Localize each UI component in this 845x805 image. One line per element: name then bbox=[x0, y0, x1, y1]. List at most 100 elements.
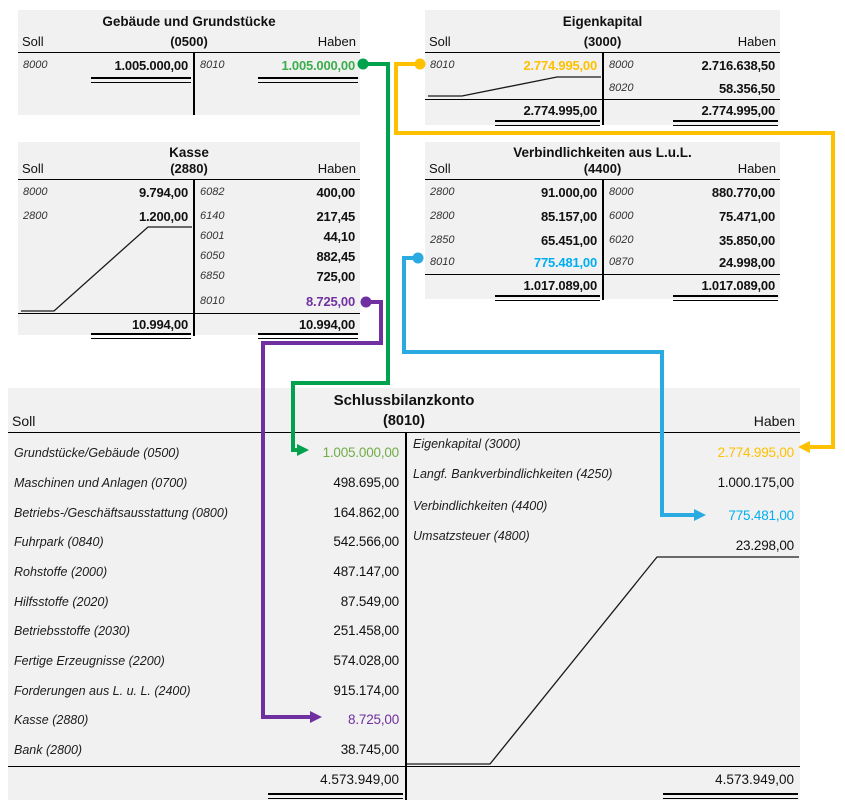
haben-side: 8000 2.716.638,50 8020 58.356,50 2.774.9… bbox=[604, 53, 780, 126]
total-amount: 1.017.089,00 bbox=[701, 278, 775, 293]
taccount-kasse: Kasse Soll (2880) Haben 8000 9.794,00 28… bbox=[18, 142, 360, 339]
haben-side: 8000 880.770,00 6000 75.471,00 6020 35.8… bbox=[604, 180, 780, 301]
amount: 882,45 bbox=[316, 249, 355, 264]
total-line bbox=[425, 274, 602, 275]
account-body: 2800 91.000,00 2800 85.157,00 2850 65.45… bbox=[425, 180, 780, 301]
amount: 217,45 bbox=[316, 209, 355, 224]
total-row: 10.994,00 bbox=[195, 316, 360, 334]
amount: 35.850,00 bbox=[718, 233, 775, 248]
table-row: Betriebs-/Geschäftsausstattung (0800) 16… bbox=[8, 504, 405, 524]
posting-code: 8000 bbox=[609, 186, 634, 198]
table-row: 6050 882,45 bbox=[195, 248, 360, 266]
table-row: 0870 24.998,00 bbox=[604, 254, 780, 272]
posting-code: 8000 bbox=[23, 186, 48, 198]
total-row: 2.774.995,00 bbox=[425, 102, 602, 120]
purple-arrow-start-dot bbox=[360, 296, 372, 308]
position-label: Kasse (2880) bbox=[14, 713, 89, 727]
total-amount: 10.994,00 bbox=[298, 317, 355, 332]
table-row: 6850 725,00 bbox=[195, 268, 360, 286]
amount-highlight-cyan: 775.481,00 bbox=[728, 508, 794, 523]
amount: 574.028,00 bbox=[333, 653, 399, 668]
posting-code: 8000 bbox=[23, 59, 48, 71]
account-code: (0500) bbox=[170, 34, 208, 49]
account-code: (8010) bbox=[383, 413, 425, 429]
closing-double-rule bbox=[495, 295, 600, 301]
amount-highlight-cyan: 775.481,00 bbox=[533, 255, 597, 270]
closing-double-rule bbox=[268, 793, 403, 799]
soll-label: Soll bbox=[429, 34, 451, 49]
total-row: 2.774.995,00 bbox=[604, 102, 780, 120]
soll-label: Soll bbox=[22, 161, 44, 176]
amount: 65.451,00 bbox=[540, 233, 597, 248]
soll-label: Soll bbox=[22, 34, 44, 49]
amount: 87.549,00 bbox=[340, 594, 399, 609]
soll-label: Soll bbox=[12, 413, 36, 429]
table-row: 6001 44,10 bbox=[195, 228, 360, 246]
total-row: 1.017.089,00 bbox=[425, 277, 602, 295]
account-code: (4400) bbox=[583, 161, 622, 176]
position-label: Rohstoffe (2000) bbox=[14, 565, 108, 579]
amount: 164.862,00 bbox=[333, 505, 399, 520]
posting-code: 6020 bbox=[609, 234, 634, 246]
account-code: (3000) bbox=[583, 34, 622, 49]
soll-side: 2800 91.000,00 2800 85.157,00 2850 65.45… bbox=[425, 180, 602, 301]
table-row: 8010 775.481,00 bbox=[425, 254, 602, 272]
posting-code: 2800 bbox=[430, 210, 455, 222]
account-header: Soll (0500) Haben bbox=[18, 30, 360, 53]
haben-side: 8010 1.005.000,00 bbox=[195, 53, 360, 115]
closing-double-rule bbox=[258, 333, 358, 339]
amount: 725,00 bbox=[316, 269, 355, 284]
total-line bbox=[604, 274, 780, 275]
amount: 915.174,00 bbox=[333, 683, 399, 698]
center-divider bbox=[193, 180, 195, 336]
table-row: 8010 1.005.000,00 bbox=[195, 57, 360, 75]
posting-code: 6001 bbox=[200, 230, 225, 242]
amount-highlight-yellow: 2.774.995,00 bbox=[717, 445, 795, 460]
table-row: Fuhrpark (0840) 542.566,00 bbox=[8, 533, 405, 553]
account-title: Kasse bbox=[169, 145, 209, 160]
amount-highlight-yellow: 2.774.995,00 bbox=[523, 58, 597, 73]
cyan-arrow-start-dot bbox=[412, 252, 424, 264]
closing-double-rule bbox=[673, 120, 778, 126]
closing-double-rule bbox=[91, 77, 191, 83]
position-label: Fuhrpark (0840) bbox=[14, 535, 104, 549]
haben-side: 6082 400,00 6140 217,45 6001 44,10 6050 … bbox=[195, 180, 360, 339]
amount: 487.147,00 bbox=[333, 564, 399, 579]
account-body: Grundstücke/Gebäude (0500) 1.005.000,00 … bbox=[8, 433, 800, 800]
taccount-gebaeude-grundstuecke: Gebäude und Grundstücke Soll (0500) Habe… bbox=[18, 10, 360, 115]
amount-highlight-purple: 8.725,00 bbox=[305, 294, 355, 309]
account-code: (2880) bbox=[170, 161, 208, 176]
soll-side: 8000 1.005.000,00 bbox=[18, 53, 193, 115]
account-body: 8000 1.005.000,00 8010 1.005.000,00 bbox=[18, 53, 360, 115]
posting-code: 2850 bbox=[430, 234, 455, 246]
haben-label: Haben bbox=[317, 34, 356, 49]
total-line bbox=[425, 99, 602, 100]
total-amount: 4.573.949,00 bbox=[715, 772, 794, 787]
table-row: 8000 9.794,00 bbox=[18, 184, 193, 202]
total-amount: 4.573.949,00 bbox=[320, 772, 399, 787]
position-label: Hilfsstoffe (2020) bbox=[14, 595, 109, 609]
closing-double-rule bbox=[495, 120, 600, 126]
table-row: 8000 880.770,00 bbox=[604, 184, 780, 202]
table-row: Bank (2800) 38.745,00 bbox=[8, 741, 405, 761]
amount: 498.695,00 bbox=[333, 475, 399, 490]
account-title: Eigenkapital bbox=[562, 14, 643, 29]
total-row: 10.994,00 bbox=[18, 316, 193, 334]
table-row: 6140 217,45 bbox=[195, 208, 360, 226]
total-line bbox=[604, 99, 780, 100]
posting-code: 6140 bbox=[200, 210, 225, 222]
account-title: Schlussbilanzkonto bbox=[333, 392, 475, 409]
table-row: 8020 58.356,50 bbox=[604, 80, 780, 98]
position-label: Langf. Bankverbindlichkeiten (4250) bbox=[413, 467, 613, 481]
total-line bbox=[8, 766, 405, 767]
taccount-eigenkapital: Eigenkapital Soll (3000) Haben 8010 2.77… bbox=[425, 10, 780, 126]
posting-code: 6082 bbox=[200, 186, 225, 198]
amount: 44,10 bbox=[323, 229, 355, 244]
account-title: Gebäude und Grundstücke bbox=[102, 14, 276, 29]
posting-code: 0870 bbox=[609, 256, 634, 268]
position-label: Umsatzsteuer (4800) bbox=[413, 529, 530, 543]
account-header: Soll (8010) Haben bbox=[8, 409, 800, 433]
table-row: Grundstücke/Gebäude (0500) 1.005.000,00 bbox=[8, 444, 405, 464]
amount: 23.298,00 bbox=[735, 538, 794, 553]
total-amount: 2.774.995,00 bbox=[701, 103, 775, 118]
